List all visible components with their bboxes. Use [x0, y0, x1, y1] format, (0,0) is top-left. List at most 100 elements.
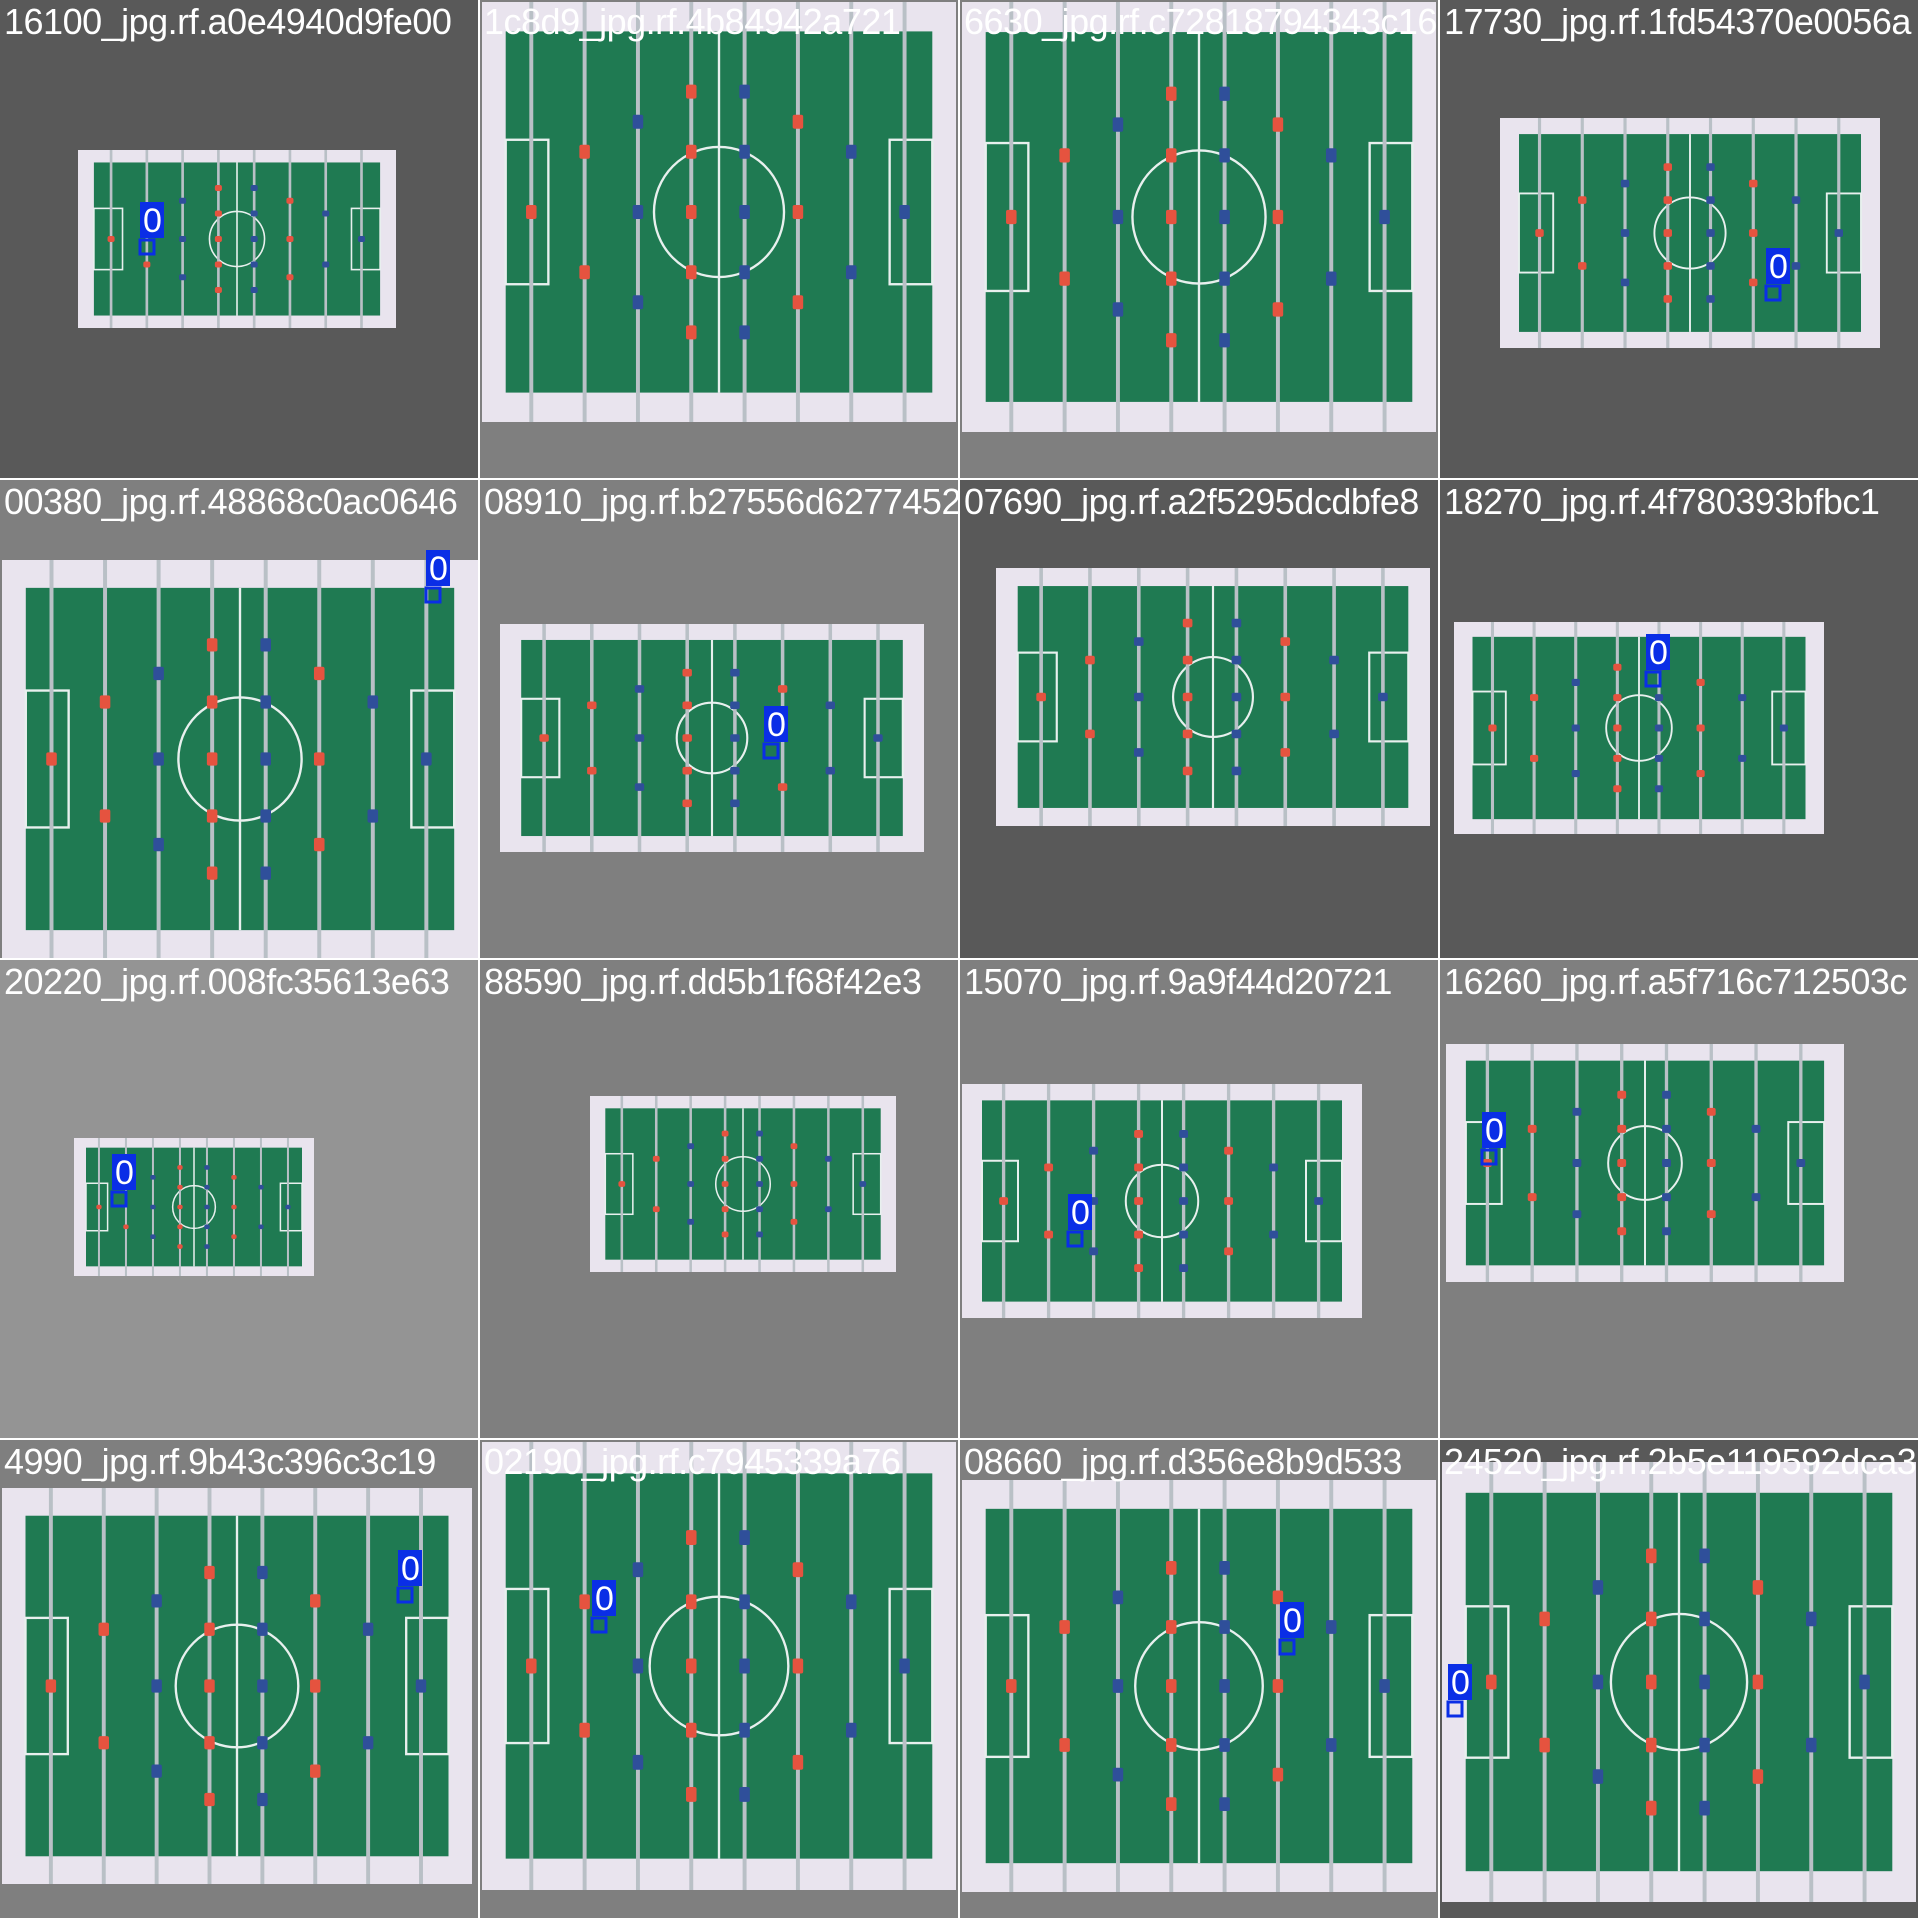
center-circle [1609, 1612, 1749, 1752]
foosball-player [1752, 1580, 1764, 1595]
ball-detection: 0 [1066, 1194, 1092, 1248]
foosball-player [150, 1204, 156, 1210]
foosball-player [204, 1224, 210, 1230]
foosball-table [482, 2, 956, 422]
foosball-player [214, 287, 222, 293]
foosball-player [231, 1204, 237, 1210]
foosball-player [250, 210, 258, 217]
foosball-player [1539, 1737, 1550, 1753]
foosball-player [1219, 148, 1230, 163]
foosball-player [1706, 295, 1715, 303]
foosball-player [286, 197, 294, 204]
tile-image: 0 [0, 480, 478, 958]
tile-image [480, 960, 958, 1438]
foosball-player [739, 325, 750, 340]
foosball-player [739, 144, 750, 159]
foosball-player [739, 1530, 750, 1546]
foosball-player [1620, 229, 1630, 237]
detection-box [424, 586, 442, 604]
tile-image: 0 [480, 480, 958, 958]
foosball-player [1488, 724, 1497, 732]
detection-label-bg [398, 1550, 422, 1586]
foosball-player [1036, 692, 1046, 702]
foosball-table [1454, 622, 1824, 834]
foosball-player [1646, 1800, 1657, 1816]
center-circle [1605, 694, 1673, 762]
foosball-player [1166, 209, 1177, 225]
foosball-player [579, 144, 590, 159]
foosball-player [1166, 1561, 1177, 1575]
foosball-table [500, 624, 924, 852]
foosball-player [286, 236, 294, 242]
tile-image: 0 [0, 1440, 478, 1918]
foosball-player [260, 638, 271, 652]
tile-image: 0 [480, 1440, 958, 1918]
foosball-player [1613, 785, 1622, 793]
foosball-player [179, 197, 187, 204]
foosball-player [682, 701, 692, 710]
detection-label-bg [112, 1154, 136, 1190]
foosball-player [257, 1622, 268, 1636]
foosball-player [1617, 1193, 1627, 1202]
foosball-player [686, 144, 697, 159]
foosball-player [1166, 333, 1177, 348]
foosball-player [1219, 271, 1230, 286]
foosball-player [1329, 729, 1339, 739]
foosball-player [1378, 692, 1388, 702]
center-circle [1171, 655, 1255, 739]
foosball-player [686, 265, 697, 280]
foosball-player [367, 809, 379, 823]
foosball-player [1166, 271, 1177, 286]
foosball-player [1699, 1674, 1710, 1690]
foosball-player [1571, 678, 1580, 686]
center-circle [1124, 1163, 1200, 1239]
foosball-player [824, 1155, 832, 1162]
foosball-player [756, 1181, 763, 1187]
foosball-player [206, 638, 218, 652]
tile-image [960, 480, 1438, 958]
detection-class-label: 0 [1283, 1602, 1302, 1640]
image-tile-5: 0 00380_jpg.rf.48868c0ac0646 [0, 480, 478, 958]
foosball-player [260, 695, 271, 709]
foosball-player [721, 1181, 729, 1187]
foosball-player [539, 734, 549, 742]
foosball-player [96, 1204, 102, 1210]
foosball-player [1749, 179, 1758, 188]
foosball-player [1706, 262, 1715, 270]
foosball-player [206, 695, 218, 709]
foosball-player [1571, 724, 1580, 732]
foosball-player [687, 1143, 695, 1150]
foosball-player [1112, 1767, 1124, 1782]
foosball-player [1085, 655, 1095, 665]
ball-detection: 0 [396, 1550, 422, 1604]
foosball-player [1796, 1159, 1806, 1167]
foosball-player [1805, 1737, 1817, 1753]
foosball-player [250, 236, 258, 242]
foosball-player [99, 695, 111, 709]
foosball-player [687, 1181, 695, 1187]
detection-label-bg [1448, 1664, 1472, 1700]
foosball-player [204, 1736, 215, 1750]
foosball-player [257, 1679, 268, 1693]
foosball-player [313, 837, 325, 852]
foosball-player [204, 1204, 210, 1210]
image-tile-7: 07690_jpg.rf.a2f5295dcdbfe8 [960, 480, 1438, 958]
image-tile-14: 0 02190_jpg.rf.c7945339a76 [480, 1440, 958, 1918]
foosball-player [1224, 1247, 1234, 1256]
foosball-player [362, 1736, 374, 1750]
image-tile-1: 0 16100_jpg.rf.a0e4940d9fe00 [0, 0, 478, 478]
foosball-player [634, 783, 645, 791]
foosball-player [150, 1175, 156, 1180]
foosball-player [1166, 86, 1177, 101]
foosball-player [721, 1206, 729, 1213]
foosball-player [686, 1786, 697, 1802]
detection-box [396, 1586, 414, 1604]
foosball-player [1182, 655, 1193, 665]
foosball-player [632, 1658, 644, 1674]
foosball-table [962, 2, 1436, 432]
foosball-player [1527, 1124, 1537, 1133]
foosball-player [686, 1530, 697, 1546]
foosball-player [756, 1155, 763, 1162]
ball-detection: 0 [762, 706, 788, 760]
foosball-player [1578, 196, 1587, 204]
